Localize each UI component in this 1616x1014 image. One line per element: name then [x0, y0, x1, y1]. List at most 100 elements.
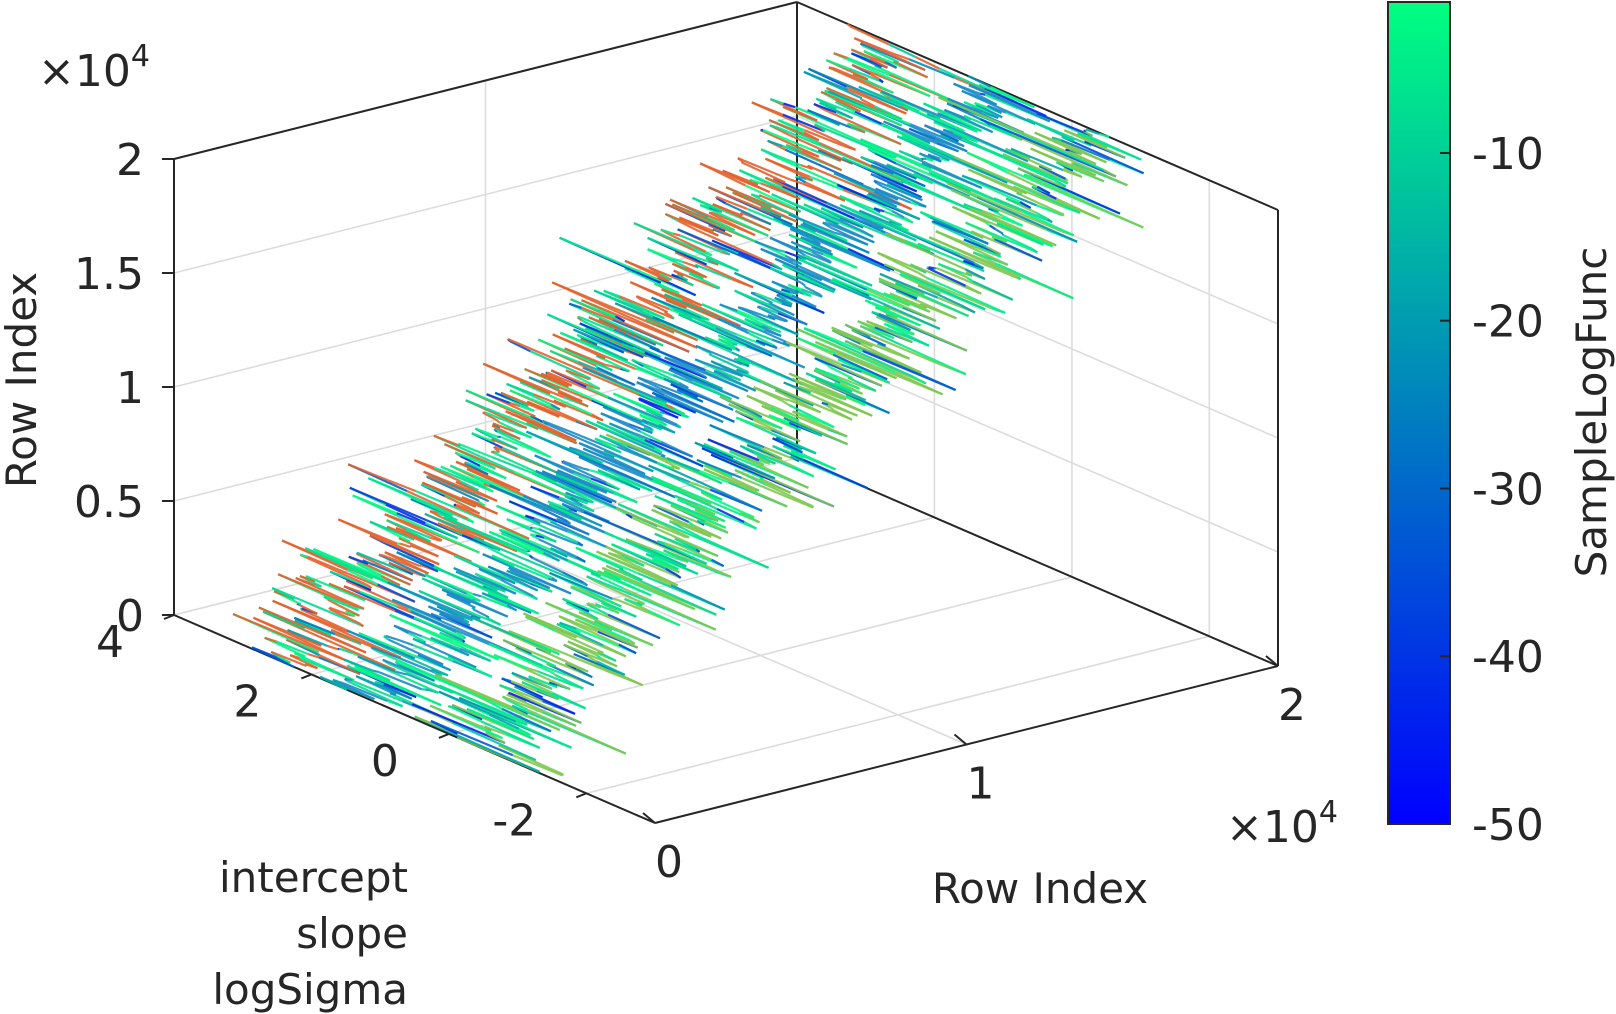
trace-segment: [860, 138, 932, 170]
trace-segment: [565, 369, 590, 381]
trace-segment: [917, 271, 928, 279]
trace-segment: [581, 306, 614, 321]
trace-segment: [356, 551, 395, 569]
trace-segment: [792, 377, 839, 399]
trace-segment: [425, 688, 430, 692]
trace-segment: [910, 201, 920, 206]
trace-segment: [694, 255, 709, 263]
trace-segment: [625, 512, 633, 519]
trace-segment: [781, 288, 791, 294]
trace-segment: [849, 25, 890, 46]
trace-segment: [551, 281, 623, 313]
trace-segment: [472, 593, 482, 598]
trace-segment: [708, 211, 714, 215]
trace-segment: [833, 98, 861, 113]
trace-segment: [347, 463, 388, 482]
trace-segment: [295, 576, 316, 587]
trace-segment: [695, 548, 701, 553]
trace-segment: [660, 387, 735, 423]
trace-segment: [581, 319, 601, 331]
trace-segment: [502, 695, 543, 714]
trace-segment: [499, 578, 514, 588]
trace-segment: [1064, 177, 1069, 182]
trace-segment: [947, 97, 983, 114]
trace-segment: [764, 157, 811, 178]
trace-segment: [824, 89, 903, 127]
trace-segment: [478, 501, 486, 507]
trace-segment: [718, 338, 734, 346]
trace-segment: [769, 183, 801, 201]
colorbar-tick-label: -40: [1472, 632, 1544, 683]
trace-segment: [989, 224, 996, 231]
trace-segment: [550, 369, 594, 389]
trace-segment: [488, 733, 506, 744]
trace-segment: [946, 102, 954, 106]
trace-segment: [656, 461, 675, 470]
trace-segment: [873, 190, 901, 206]
trace-segment: [594, 437, 618, 448]
trace-segment: [669, 520, 676, 524]
trace-segment: [744, 184, 797, 210]
trace-segment: [564, 347, 607, 367]
trace-segment: [932, 283, 993, 310]
trace-segment: [760, 302, 808, 326]
z-tick-label: 0: [116, 591, 144, 642]
trace-segment: [378, 671, 423, 691]
trace-segment: [573, 374, 589, 384]
trace-segment: [713, 369, 717, 373]
trace-segment: [658, 423, 676, 434]
trace-segment: [593, 289, 644, 312]
trace-segment: [829, 226, 869, 246]
trace-segment: [570, 585, 573, 589]
trace-segment: [961, 174, 978, 183]
trace-segment: [586, 603, 609, 616]
trace-segment: [755, 292, 783, 305]
trace-segment: [637, 376, 654, 385]
y-tick-label: -2: [492, 795, 536, 846]
trace-segment: [562, 597, 600, 615]
trace-segment: [509, 401, 521, 408]
trace-segment: [870, 173, 887, 181]
trace-segment: [510, 680, 537, 693]
trace-segment: [357, 655, 396, 673]
trace-segment: [852, 202, 903, 227]
trace-segment: [329, 606, 349, 616]
trace-segment: [713, 365, 730, 373]
trace-segment: [574, 492, 594, 504]
trace-segment: [599, 434, 628, 448]
trace-segment: [1011, 132, 1128, 187]
z-tick-label: 0.5: [74, 477, 144, 528]
trace-segment: [857, 320, 876, 329]
trace-segment: [785, 340, 842, 366]
trace-segment: [358, 632, 415, 657]
trace-segment: [398, 663, 435, 682]
trace-segment: [426, 475, 480, 502]
trace-segment: [495, 418, 500, 424]
trace-segment: [474, 572, 538, 601]
trace-segment: [434, 673, 529, 715]
trace-segment: [389, 613, 454, 643]
trace-segment: [621, 342, 645, 354]
trace-segment: [421, 577, 473, 600]
trace-segment: [1010, 147, 1064, 172]
trace-segment: [602, 644, 627, 658]
trace-segment: [788, 213, 835, 234]
trace-segment: [586, 575, 633, 596]
trace-segment: [968, 84, 1039, 115]
trace-segment: [581, 299, 651, 330]
trace-segment: [530, 485, 560, 499]
trace-segment: [638, 397, 682, 417]
trace-segment: [506, 604, 518, 612]
trace-segment: [877, 110, 911, 126]
trace-segment: [993, 237, 1043, 262]
trace-segment: [1051, 136, 1062, 142]
trace-segment: [1103, 169, 1117, 178]
trace-segment: [853, 37, 894, 55]
trace-segment: [653, 446, 663, 454]
trace-segment: [550, 403, 561, 411]
trace-segment: [651, 296, 702, 319]
trace-segment: [659, 272, 673, 281]
trace-segment: [502, 638, 593, 679]
trace-segment: [665, 567, 678, 576]
trace-segment: [318, 654, 361, 675]
